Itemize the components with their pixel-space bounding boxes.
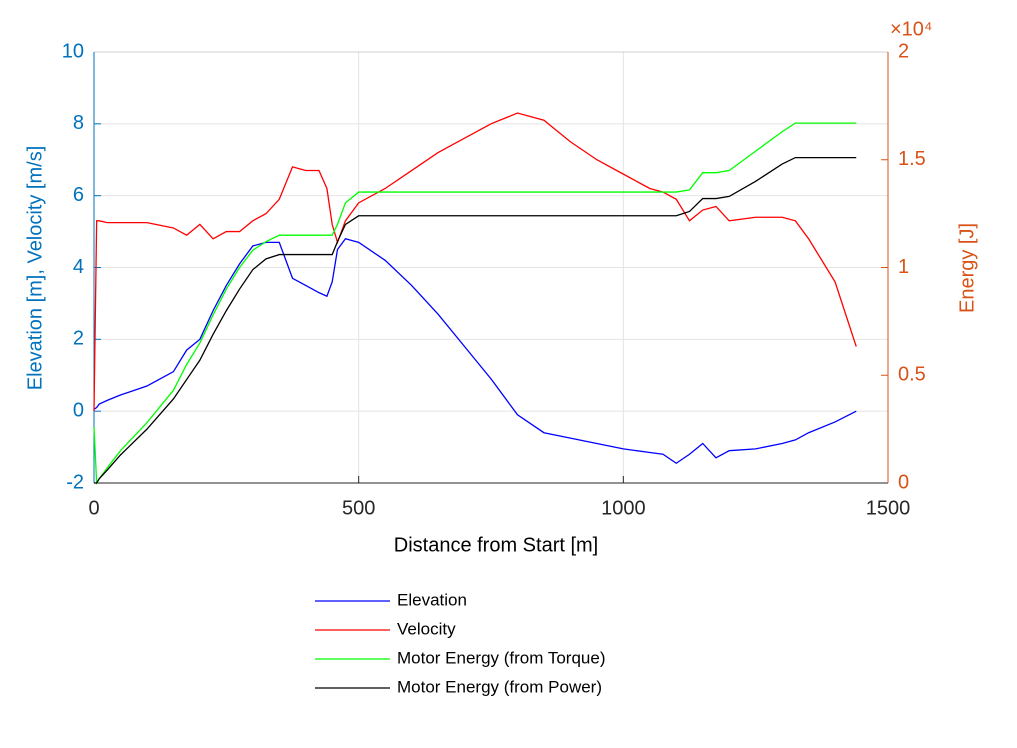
y2-axis-label: Energy [J] (956, 223, 978, 313)
legend-label: Elevation (397, 590, 467, 609)
x-tick-label: 500 (342, 497, 375, 519)
series-line (93, 238, 857, 465)
x-tick-label: 1500 (866, 497, 911, 519)
y-tick-label: 6 (73, 184, 84, 206)
y2-tick-label: 1.5 (898, 148, 926, 170)
legend-label: Motor Energy (from Torque) (397, 648, 605, 667)
y2-tick-label: 1 (898, 256, 909, 278)
x-tick-label: 0 (88, 497, 99, 519)
y2-tick-label: 2 (898, 40, 909, 62)
y-tick-label: -2 (66, 471, 84, 493)
y2-tick-label: 0.5 (898, 364, 926, 386)
legend-label: Velocity (397, 619, 456, 638)
y-tick-label: 8 (73, 112, 84, 134)
y-tick-label: 10 (62, 40, 84, 62)
y2-exponent: ×10⁴ (890, 18, 933, 40)
y-tick-label: 4 (73, 256, 84, 278)
y-tick-label: 0 (73, 399, 84, 421)
y-tick-label: 2 (73, 328, 84, 350)
series-line (94, 156, 857, 484)
x-axis-label: Distance from Start [m] (394, 534, 599, 556)
series-line (93, 112, 857, 412)
x-tick-label: 1000 (601, 497, 646, 519)
series-line (93, 122, 857, 486)
y2-tick-label: 0 (898, 471, 909, 493)
y-axis-label: Elevation [m], Velocity [m/s] (24, 146, 46, 391)
legend-label: Motor Energy (from Power) (397, 677, 602, 696)
